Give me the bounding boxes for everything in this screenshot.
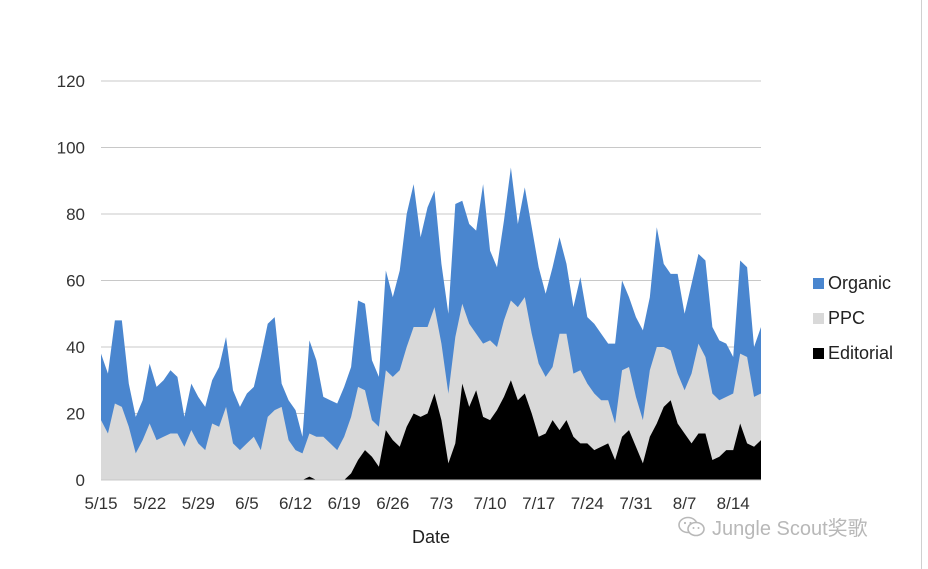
x-tick-label: 6/12 bbox=[279, 494, 312, 513]
legend-item-organic: Organic bbox=[813, 266, 893, 301]
x-tick-label: 5/22 bbox=[133, 494, 166, 513]
legend-item-ppc: PPC bbox=[813, 301, 893, 336]
x-axis-label: Date bbox=[412, 527, 450, 547]
watermark: Jungle Scout奖歌 bbox=[678, 512, 868, 541]
y-tick-label: 40 bbox=[66, 338, 85, 357]
x-tick-label: 8/7 bbox=[673, 494, 697, 513]
x-tick-label: 5/29 bbox=[182, 494, 215, 513]
x-tick-label: 7/17 bbox=[522, 494, 555, 513]
y-tick-label: 0 bbox=[76, 471, 85, 490]
x-tick-label: 6/26 bbox=[376, 494, 409, 513]
legend-swatch-ppc bbox=[813, 313, 824, 324]
data-areas bbox=[101, 167, 761, 480]
axes: 0 20 40 60 80 100 120 5/15 5/22 5/29 6/5 6/12 6/19 6/… bbox=[57, 72, 761, 513]
area-editorial bbox=[101, 380, 761, 480]
y-tick-label: 80 bbox=[66, 205, 85, 224]
area-ppc bbox=[101, 297, 761, 480]
x-tick-label: 7/24 bbox=[571, 494, 604, 513]
legend-swatch-organic bbox=[813, 278, 824, 289]
legend-label-organic: Organic bbox=[828, 273, 892, 293]
y-tick-label: 60 bbox=[66, 272, 85, 291]
wechat-icon bbox=[678, 516, 705, 536]
y-tick-label: 120 bbox=[57, 72, 85, 91]
x-tick-label: 7/10 bbox=[474, 494, 507, 513]
x-tick-label: 7/31 bbox=[619, 494, 652, 513]
legend-label-editorial: Editorial bbox=[828, 343, 894, 363]
x-tick-label: 5/15 bbox=[84, 494, 117, 513]
legend-label-ppc: PPC bbox=[828, 308, 866, 328]
x-tick-label: 6/19 bbox=[328, 494, 361, 513]
y-tick-label: 100 bbox=[57, 139, 85, 158]
x-tick-label: 8/14 bbox=[717, 494, 750, 513]
legend: Organic PPC Editorial bbox=[813, 266, 893, 371]
y-tick-label: 20 bbox=[66, 405, 85, 424]
legend-swatch-editorial bbox=[813, 348, 824, 359]
legend-item-editorial: Editorial bbox=[813, 336, 893, 371]
watermark-text: Jungle Scout奖歌 bbox=[712, 518, 868, 540]
x-tick-label: 7/3 bbox=[430, 494, 454, 513]
page-edge-divider bbox=[921, 0, 922, 569]
x-tick-label: 6/5 bbox=[235, 494, 259, 513]
